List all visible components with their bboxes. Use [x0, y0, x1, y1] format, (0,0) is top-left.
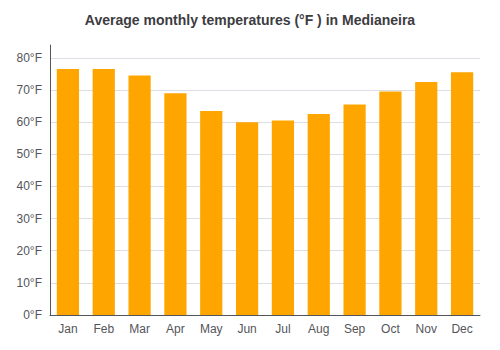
- svg-text:Feb: Feb: [93, 322, 114, 336]
- svg-text:Nov: Nov: [416, 322, 437, 336]
- svg-text:30°F: 30°F: [17, 212, 42, 226]
- svg-text:20°F: 20°F: [17, 244, 42, 258]
- svg-text:80°F: 80°F: [17, 51, 42, 65]
- svg-text:Jun: Jun: [237, 322, 256, 336]
- svg-text:70°F: 70°F: [17, 83, 42, 97]
- svg-text:Mar: Mar: [129, 322, 150, 336]
- svg-text:Oct: Oct: [381, 322, 400, 336]
- svg-text:0°F: 0°F: [23, 308, 42, 322]
- svg-text:Dec: Dec: [451, 322, 472, 336]
- svg-text:40°F: 40°F: [17, 179, 42, 193]
- svg-text:Apr: Apr: [166, 322, 185, 336]
- svg-text:Jul: Jul: [275, 322, 290, 336]
- svg-text:Aug: Aug: [308, 322, 329, 336]
- svg-text:Sep: Sep: [344, 322, 366, 336]
- svg-text:60°F: 60°F: [17, 115, 42, 129]
- svg-text:50°F: 50°F: [17, 147, 42, 161]
- svg-text:Average monthly temperatures (: Average monthly temperatures (°F ) in Me…: [85, 12, 415, 28]
- svg-text:10°F: 10°F: [17, 276, 42, 290]
- svg-text:Jan: Jan: [58, 322, 77, 336]
- svg-text:May: May: [200, 322, 223, 336]
